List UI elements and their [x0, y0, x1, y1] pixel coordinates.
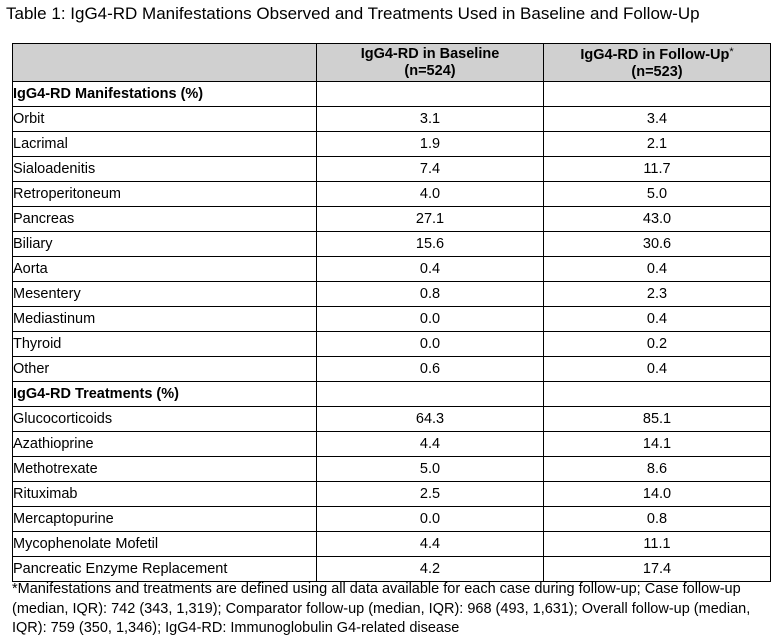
table-body: IgG4-RD Manifestations (%) Orbit 3.1 3.4 L… — [12, 81, 771, 582]
table-row: Mercaptopurine 0.0 0.8 — [12, 506, 771, 532]
baseline-value: 64.3 — [316, 406, 544, 432]
header-followup-title: IgG4-RD in Follow-Up — [580, 47, 730, 63]
row-label: Biliary — [12, 231, 317, 257]
followup-value: 0.4 — [543, 356, 771, 382]
table-row: Pancreas 27.1 43.0 — [12, 206, 771, 232]
followup-value: 17.4 — [543, 556, 771, 582]
table-row: Sialoadenitis 7.4 11.7 — [12, 156, 771, 182]
table-row: Thyroid 0.0 0.2 — [12, 331, 771, 357]
section-row-treatments: IgG4-RD Treatments (%) — [12, 381, 771, 407]
baseline-value: 0.4 — [316, 256, 544, 282]
baseline-value: 2.5 — [316, 481, 544, 507]
table-row: Azathioprine 4.4 14.1 — [12, 431, 771, 457]
table-row: Mediastinum 0.0 0.4 — [12, 306, 771, 332]
table-row: Aorta 0.4 0.4 — [12, 256, 771, 282]
baseline-value: 4.4 — [316, 431, 544, 457]
followup-value: 0.2 — [543, 331, 771, 357]
row-label: Thyroid — [12, 331, 317, 357]
followup-value: 11.1 — [543, 531, 771, 557]
row-label: Azathioprine — [12, 431, 317, 457]
baseline-value: 3.1 — [316, 106, 544, 132]
header-baseline-title: IgG4-RD in Baseline — [360, 45, 500, 62]
followup-value: 8.6 — [543, 456, 771, 482]
row-label: Rituximab — [12, 481, 317, 507]
header-baseline: IgG4-RD in Baseline (n=524) — [316, 43, 544, 82]
header-baseline-n: (n=524) — [404, 62, 456, 79]
empty-cell — [543, 381, 771, 407]
baseline-value: 0.6 — [316, 356, 544, 382]
followup-value: 5.0 — [543, 181, 771, 207]
row-label: Mesentery — [12, 281, 317, 307]
table-row: Glucocorticoids 64.3 85.1 — [12, 406, 771, 432]
baseline-value: 1.9 — [316, 131, 544, 157]
row-label: Aorta — [12, 256, 317, 282]
followup-value: 3.4 — [543, 106, 771, 132]
baseline-value: 4.2 — [316, 556, 544, 582]
baseline-value: 0.0 — [316, 331, 544, 357]
baseline-value: 4.0 — [316, 181, 544, 207]
followup-value: 85.1 — [543, 406, 771, 432]
table-row: Pancreatic Enzyme Replacement 4.2 17.4 — [12, 556, 771, 582]
baseline-value: 27.1 — [316, 206, 544, 232]
baseline-value: 0.0 — [316, 506, 544, 532]
table-row: Rituximab 2.5 14.0 — [12, 481, 771, 507]
row-label: Mycophenolate Mofetil — [12, 531, 317, 557]
header-label-cell — [12, 43, 317, 82]
baseline-value: 4.4 — [316, 531, 544, 557]
row-label: Other — [12, 356, 317, 382]
followup-value: 14.1 — [543, 431, 771, 457]
row-label: Pancreas — [12, 206, 317, 232]
row-label: Mediastinum — [12, 306, 317, 332]
row-label: Lacrimal — [12, 131, 317, 157]
followup-value: 2.3 — [543, 281, 771, 307]
table-row: Lacrimal 1.9 2.1 — [12, 131, 771, 157]
baseline-value: 15.6 — [316, 231, 544, 257]
row-label: Sialoadenitis — [12, 156, 317, 182]
header-followup: IgG4-RD in Follow-Up* (n=523) — [543, 43, 771, 82]
empty-cell — [316, 81, 544, 107]
followup-value: 30.6 — [543, 231, 771, 257]
followup-value: 11.7 — [543, 156, 771, 182]
row-label: Orbit — [12, 106, 317, 132]
baseline-value: 5.0 — [316, 456, 544, 482]
row-label: Mercaptopurine — [12, 506, 317, 532]
baseline-value: 7.4 — [316, 156, 544, 182]
empty-cell — [316, 381, 544, 407]
table-row: Mesentery 0.8 2.3 — [12, 281, 771, 307]
followup-value: 0.8 — [543, 506, 771, 532]
empty-cell — [543, 81, 771, 107]
section-title: IgG4-RD Treatments (%) — [12, 381, 317, 407]
followup-value: 0.4 — [543, 306, 771, 332]
header-row: IgG4-RD in Baseline (n=524) IgG4-RD in F… — [12, 43, 771, 82]
followup-value: 2.1 — [543, 131, 771, 157]
section-row-manifestations: IgG4-RD Manifestations (%) — [12, 81, 771, 107]
baseline-value: 0.8 — [316, 281, 544, 307]
table-row: Biliary 15.6 30.6 — [12, 231, 771, 257]
footnote-marker: * — [729, 46, 734, 58]
table-caption: Table 1: IgG4-RD Manifestations Observed… — [6, 4, 700, 23]
table-row: Mycophenolate Mofetil 4.4 11.1 — [12, 531, 771, 557]
row-label: Retroperitoneum — [12, 181, 317, 207]
followup-value: 43.0 — [543, 206, 771, 232]
followup-value: 0.4 — [543, 256, 771, 282]
followup-value: 14.0 — [543, 481, 771, 507]
section-title: IgG4-RD Manifestations (%) — [12, 81, 317, 107]
table-row: Orbit 3.1 3.4 — [12, 106, 771, 132]
data-table: IgG4-RD in Baseline (n=524) IgG4-RD in F… — [12, 43, 771, 582]
row-label: Pancreatic Enzyme Replacement — [12, 556, 317, 582]
row-label: Methotrexate — [12, 456, 317, 482]
baseline-value: 0.0 — [316, 306, 544, 332]
table-row: Retroperitoneum 4.0 5.0 — [12, 181, 771, 207]
row-label: Glucocorticoids — [12, 406, 317, 432]
table-footnote: *Manifestations and treatments are defin… — [12, 581, 751, 636]
header-followup-n: (n=523) — [631, 64, 683, 80]
table-row: Methotrexate 5.0 8.6 — [12, 456, 771, 482]
table-row: Other 0.6 0.4 — [12, 356, 771, 382]
